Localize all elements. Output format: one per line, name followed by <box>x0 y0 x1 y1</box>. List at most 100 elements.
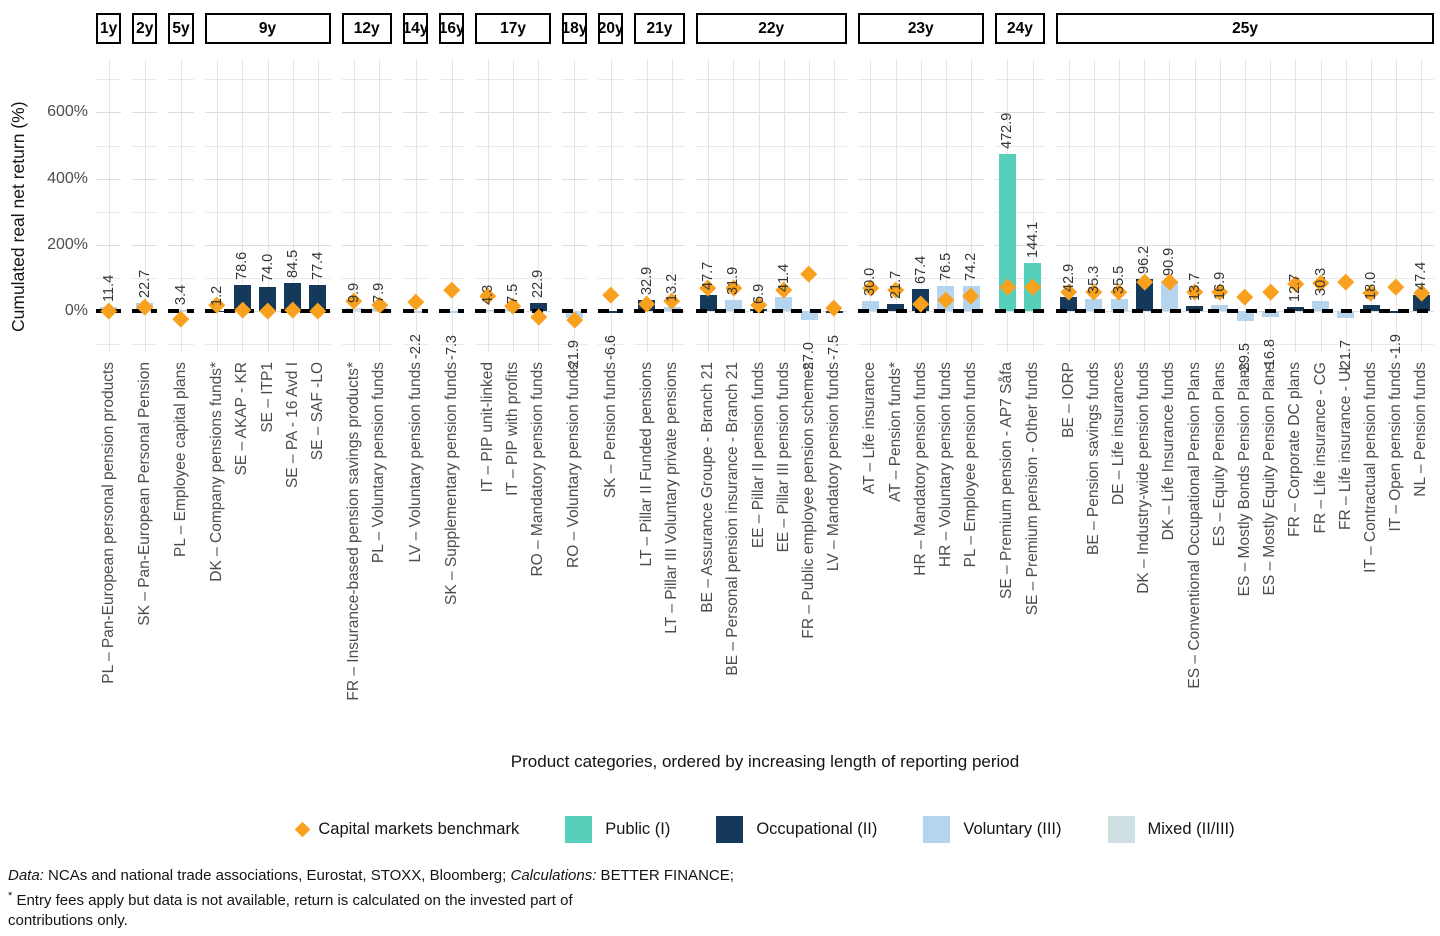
gridline <box>994 178 1046 180</box>
gridline <box>1056 244 1434 246</box>
gridline <box>672 60 674 352</box>
gridline <box>857 145 984 147</box>
gridline <box>1270 60 1272 352</box>
legend-item-mixed-ii-iii: Mixed (II/III) <box>1107 816 1235 843</box>
footnote-entry-fees-text: Entry fees apply but data is not availab… <box>12 892 573 909</box>
legend-color-swatch <box>1107 816 1135 843</box>
facet-header-14y: 14y <box>402 13 429 44</box>
gridline <box>857 79 984 81</box>
category-label: DK – Company pensions funds* <box>208 362 226 582</box>
gridline <box>204 277 331 279</box>
gridline <box>857 211 984 213</box>
bar <box>699 295 717 311</box>
gridline <box>634 79 685 81</box>
zero-baseline <box>598 309 624 313</box>
legend-color-swatch <box>923 816 951 843</box>
bar-value-label: 76.5 <box>937 252 954 281</box>
bar <box>1362 305 1380 311</box>
category-label: PL – Employee pension funds <box>962 362 980 568</box>
bar-value-label: 7.9 <box>371 283 388 304</box>
bar <box>800 311 818 320</box>
gridline <box>857 344 984 346</box>
gridline <box>341 112 392 114</box>
bar <box>1412 295 1430 311</box>
gridline <box>695 277 847 279</box>
bar-value-label: 41.4 <box>775 264 792 293</box>
category-label: DE – Life insurances <box>1110 362 1128 506</box>
gridline <box>708 60 710 352</box>
facet-header-16y: 16y <box>439 13 465 44</box>
gridline <box>809 60 810 352</box>
gridline <box>451 60 453 352</box>
facet-header-24y: 24y <box>994 13 1046 44</box>
zero-baseline <box>695 309 847 313</box>
category-label: EE – Pillar II pension funds <box>749 362 767 549</box>
gridline <box>354 60 356 352</box>
bar-value-label: -7.5 <box>826 335 843 361</box>
gridline <box>945 60 947 352</box>
bar-value-label: 35.3 <box>1085 266 1102 295</box>
y-axis-title: Cumulated real net return (%) <box>8 101 28 332</box>
facet-header-12y: 12y <box>341 13 392 44</box>
benchmark-diamond <box>443 281 460 298</box>
category-label: BE – IORP <box>1059 362 1077 438</box>
gridline <box>1245 60 1247 352</box>
legend-label: Voluntary (III) <box>963 820 1062 838</box>
category-label: IT – Contractual pension funds <box>1362 362 1380 573</box>
facet-header-2y: 2y <box>132 13 158 44</box>
gridline <box>920 60 922 352</box>
benchmark-diamond <box>1262 283 1279 300</box>
benchmark-diamond <box>800 265 818 283</box>
bar-value-label: 7.5 <box>505 283 522 304</box>
gridline <box>634 211 685 213</box>
gridline <box>634 178 685 180</box>
bar <box>887 303 905 311</box>
gridline <box>180 60 182 352</box>
footnote-data-label: Data: <box>8 867 44 884</box>
gridline <box>204 79 331 81</box>
gridline <box>1056 178 1434 180</box>
gridline <box>994 277 1046 279</box>
gridline <box>341 178 392 180</box>
gridline <box>1396 60 1398 352</box>
bar-value-label: 77.4 <box>309 252 326 281</box>
gridline <box>1068 60 1070 352</box>
zero-baseline <box>994 309 1046 313</box>
category-label: DK – Life Insurance funds <box>1160 362 1178 541</box>
category-label: FR – Life insurance - UL <box>1336 362 1354 530</box>
gridline <box>695 244 847 246</box>
gridline <box>834 60 836 352</box>
bar-value-label: 90.9 <box>1161 247 1178 276</box>
gridline <box>1056 211 1434 213</box>
bar-value-label: 11.4 <box>100 275 117 303</box>
facet-header-25y: 25y <box>1056 13 1434 44</box>
category-label: SK – Supplementary pension funds <box>442 362 460 605</box>
bar-value-label: 13.7 <box>1186 273 1203 302</box>
zero-baseline <box>561 309 588 313</box>
category-label: FR – Life insurance - CG <box>1311 362 1329 534</box>
gridline <box>758 60 760 352</box>
gridline <box>341 344 392 346</box>
category-label: RO – Voluntary pension funds <box>565 362 583 568</box>
gridline <box>695 79 847 81</box>
gridline <box>783 60 785 352</box>
category-label: SE – Premium pension - Other funds <box>1023 362 1041 616</box>
gridline <box>695 178 847 180</box>
category-label: DK – Industry-wide pension funds <box>1135 362 1153 594</box>
gridline <box>1194 60 1196 352</box>
gridline <box>1421 60 1423 352</box>
bar-value-label: 78.6 <box>234 251 251 280</box>
category-label: IT – PIP with profits <box>504 362 522 496</box>
gridline <box>1119 60 1121 352</box>
bar <box>998 154 1016 311</box>
category-label: SE – AKAP - KR <box>233 362 251 476</box>
gridline <box>857 112 984 114</box>
zero-baseline <box>341 309 392 313</box>
category-label: EE – Pillar III pension funds <box>774 362 792 553</box>
gridline <box>341 277 392 279</box>
bar <box>1135 279 1153 311</box>
gridline <box>204 344 331 346</box>
legend-item-public-i: Public (I) <box>565 816 670 843</box>
category-label: SE – SAF -LO <box>308 362 326 461</box>
gridline <box>733 60 735 352</box>
